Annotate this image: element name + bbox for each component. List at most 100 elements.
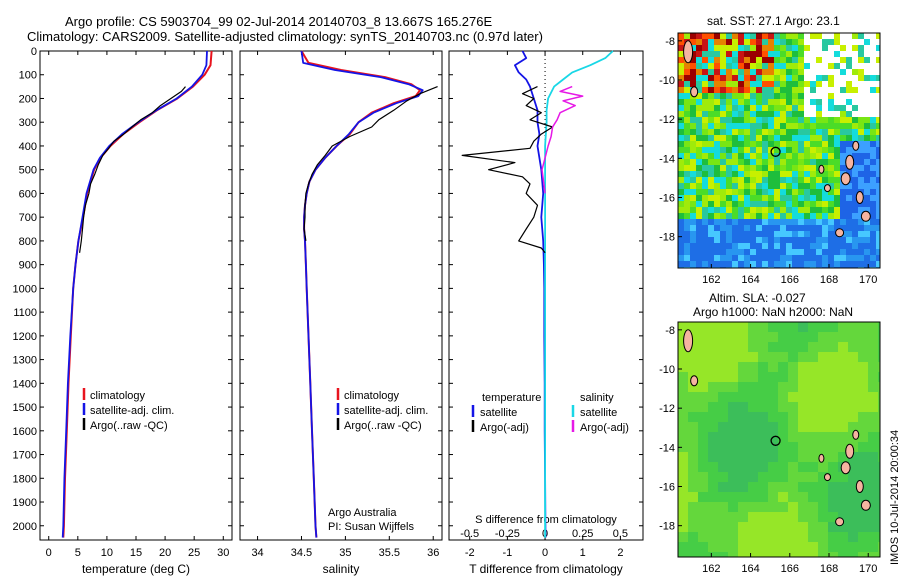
- map-cell: [728, 402, 738, 412]
- map-cell: [834, 63, 840, 69]
- map-cell: [774, 237, 780, 243]
- map-cell: [720, 105, 726, 111]
- map-cell: [726, 249, 732, 255]
- map-cell: [744, 105, 750, 111]
- map-cell: [876, 255, 880, 261]
- island-shape: [683, 329, 694, 353]
- map-cell: [702, 249, 708, 255]
- sla-map-subtitle: Argo h1000: NaN h2000: NaN: [693, 305, 854, 319]
- map-cell: [834, 225, 840, 231]
- map-cell: [750, 117, 756, 123]
- map-cell: [728, 372, 738, 382]
- map-cell: [702, 129, 708, 135]
- map-cell: [876, 207, 880, 213]
- series-temp-argo-line: [461, 86, 554, 254]
- map-cell: [688, 422, 698, 432]
- map-cell: [786, 177, 792, 183]
- map-cell: [778, 442, 788, 452]
- map-cell: [818, 542, 828, 552]
- map-cell: [696, 249, 702, 255]
- map-y-tick-label: -14: [659, 442, 675, 454]
- map-cell: [720, 111, 726, 117]
- map-cell: [846, 225, 852, 231]
- map-cell: [870, 51, 876, 57]
- map-cell: [810, 69, 816, 75]
- map-cell: [780, 75, 786, 81]
- map-cell: [876, 177, 880, 183]
- map-cell: [728, 552, 738, 557]
- map-cell: [768, 189, 774, 195]
- map-cell: [756, 189, 762, 195]
- map-cell: [838, 392, 848, 402]
- map-cell: [840, 153, 846, 159]
- map-cell: [738, 249, 744, 255]
- map-cell: [828, 153, 834, 159]
- map-cell: [744, 57, 750, 63]
- map-cell: [698, 332, 708, 342]
- map-cell: [756, 177, 762, 183]
- map-cell: [708, 225, 714, 231]
- map-cell: [726, 105, 732, 111]
- map-cell: [852, 213, 858, 219]
- map-cell: [808, 502, 818, 512]
- map-cell: [818, 502, 828, 512]
- map-cell: [758, 472, 768, 482]
- map-cell: [878, 382, 880, 392]
- map-cell: [738, 492, 748, 502]
- map-cell: [732, 69, 738, 75]
- map-cell: [688, 392, 698, 402]
- island-shape: [855, 480, 864, 493]
- map-cell: [828, 422, 838, 432]
- map-cell: [732, 63, 738, 69]
- map-cell: [678, 512, 688, 522]
- depth-tick-label: 800: [19, 236, 37, 248]
- map-cell: [768, 51, 774, 57]
- map-cell: [816, 195, 822, 201]
- map-cell: [690, 129, 696, 135]
- map-cell: [828, 171, 834, 177]
- map-cell: [744, 93, 750, 99]
- map-cell: [738, 135, 744, 141]
- map-cell: [714, 201, 720, 207]
- map-cell: [864, 45, 870, 51]
- map-cell: [698, 372, 708, 382]
- map-cell: [808, 512, 818, 522]
- map-cell: [858, 432, 868, 442]
- map-cell: [714, 225, 720, 231]
- map-cell: [678, 99, 684, 105]
- map-cell: [756, 171, 762, 177]
- map-cell: [738, 472, 748, 482]
- map-cell: [738, 75, 744, 81]
- map-cell: [878, 322, 880, 332]
- map-cell: [838, 492, 848, 502]
- map-cell: [858, 39, 864, 45]
- map-cell: [828, 81, 834, 87]
- map-cell: [816, 213, 822, 219]
- map-cell: [774, 45, 780, 51]
- map-cell: [798, 542, 808, 552]
- map-cell: [702, 57, 708, 63]
- map-cell: [828, 195, 834, 201]
- map-cell: [758, 372, 768, 382]
- map-cell: [774, 81, 780, 87]
- float-position-marker: [770, 146, 781, 157]
- map-cell: [688, 432, 698, 442]
- map-cell: [714, 111, 720, 117]
- map-cell: [678, 171, 684, 177]
- map-cell: [858, 402, 868, 412]
- map-cell: [878, 432, 880, 442]
- map-cell: [876, 33, 880, 39]
- map-cell: [852, 51, 858, 57]
- map-cell: [840, 207, 846, 213]
- map-cell: [846, 207, 852, 213]
- map-cell: [768, 69, 774, 75]
- map-cell: [798, 412, 808, 422]
- map-cell: [728, 362, 738, 372]
- map-cell: [810, 141, 816, 147]
- map-cell: [732, 123, 738, 129]
- map-cell: [848, 542, 858, 552]
- depth-tick-label: 1800: [13, 473, 37, 485]
- map-cell: [868, 462, 878, 472]
- map-cell: [690, 123, 696, 129]
- map-cell: [768, 87, 774, 93]
